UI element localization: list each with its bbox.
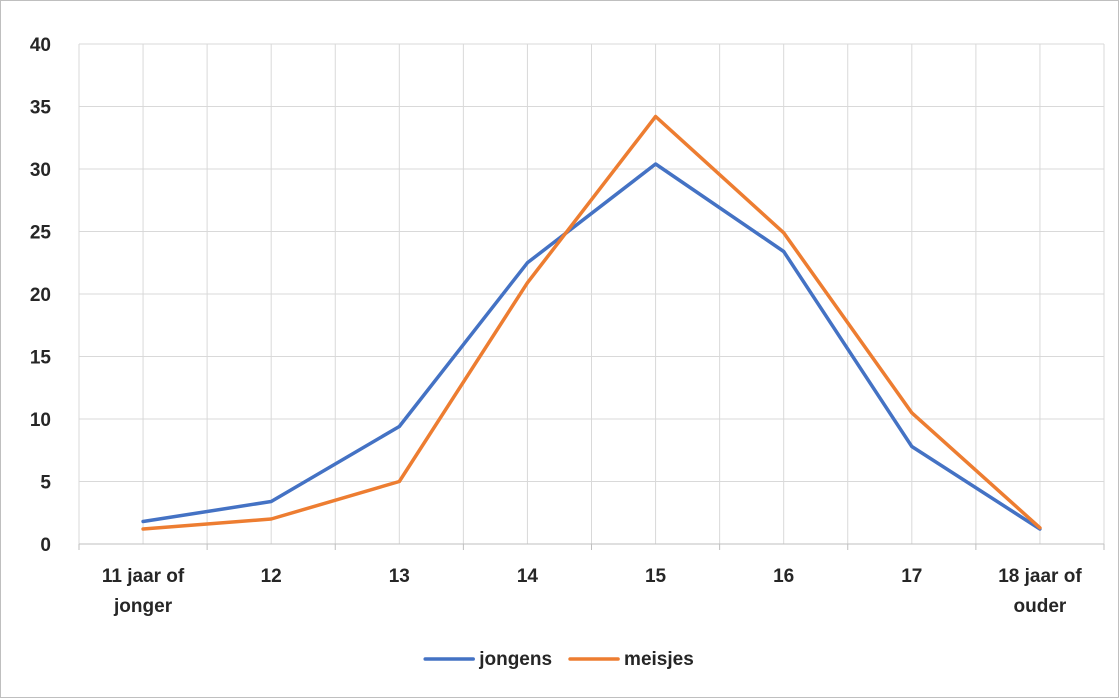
x-tick-label-line: 18 jaar of [998, 566, 1082, 587]
x-tick-label-line: 11 jaar of [102, 566, 185, 587]
grid [79, 44, 1104, 544]
y-tick-label: 25 [30, 223, 52, 244]
x-tick-label-line: 14 [517, 566, 539, 587]
x-tick-label-line: 17 [901, 566, 922, 587]
x-tick-label-line: 15 [645, 566, 667, 587]
x-tick-label-line: 13 [389, 566, 410, 587]
x-tick-label: 11 jaar of jonger [102, 566, 185, 617]
x-tick-label: 18 jaar of ouder [998, 566, 1082, 617]
x-tick-label: 16 [773, 566, 794, 587]
x-tick-label: 17 [901, 566, 922, 587]
y-tick-label: 35 [30, 98, 52, 119]
y-tick-label: 20 [30, 285, 51, 306]
y-tick-label: 0 [40, 535, 51, 556]
x-tick-label-line: jonger [113, 596, 173, 617]
x-tick-label: 13 [389, 566, 410, 587]
y-tick-label: 5 [40, 473, 51, 494]
y-axis-tick-labels: 0 5 10 15 20 25 30 35 40 [30, 35, 52, 556]
x-tick-label-line: 12 [261, 566, 282, 587]
y-tick-label: 10 [30, 410, 51, 431]
legend: jongens meisjes [425, 649, 694, 670]
axes [79, 544, 1104, 550]
y-tick-label: 40 [30, 35, 51, 56]
y-tick-label: 15 [30, 348, 52, 369]
y-tick-label: 30 [30, 160, 51, 181]
x-tick-label-line: 16 [773, 566, 794, 587]
x-axis-tick-labels: 11 jaar of jonger 12 13 14 15 16 17 18 jaar of ou… [102, 566, 1082, 617]
legend-label-jongens: jongens [478, 649, 552, 670]
legend-label-meisjes: meisjes [624, 649, 694, 670]
x-tick-label: 14 [517, 566, 539, 587]
x-tick-label-line: ouder [1014, 596, 1067, 617]
x-tick-label: 15 [645, 566, 667, 587]
x-tick-label: 12 [261, 566, 282, 587]
